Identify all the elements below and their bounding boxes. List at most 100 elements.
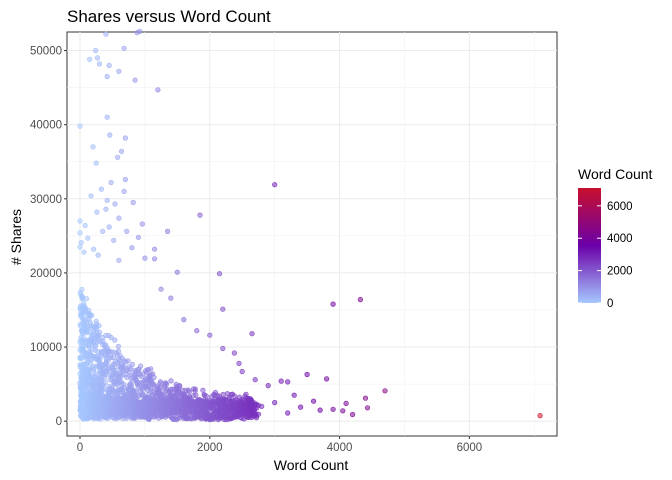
data-point (184, 415, 190, 421)
data-point (259, 403, 265, 409)
legend-tick-label: 6000 (607, 201, 633, 213)
data-point (154, 403, 160, 410)
data-point (104, 73, 110, 80)
data-point (116, 68, 122, 74)
y-tick-label: 50000 (30, 46, 62, 58)
data-point (84, 325, 91, 331)
data-point (285, 410, 291, 416)
data-point (227, 415, 234, 421)
data-point (145, 367, 151, 373)
data-point (114, 154, 121, 160)
data-point (236, 360, 242, 367)
data-point (152, 256, 158, 262)
data-point (93, 160, 99, 166)
data-point (116, 215, 122, 221)
data-point (199, 416, 205, 422)
data-point (206, 398, 212, 404)
data-point (130, 199, 136, 206)
data-point (77, 313, 84, 319)
data-point (265, 383, 271, 389)
data-point (77, 289, 83, 295)
data-point (162, 406, 168, 412)
data-point (111, 378, 117, 385)
data-point (147, 373, 153, 380)
data-point (311, 398, 317, 404)
data-point (203, 416, 209, 422)
y-tick-label: 30000 (30, 194, 62, 206)
data-point (227, 406, 233, 412)
data-point (94, 55, 101, 61)
data-point (196, 409, 203, 415)
data-point (357, 297, 364, 303)
data-point (127, 381, 133, 387)
data-point (78, 239, 84, 246)
data-point (330, 406, 336, 412)
data-point (158, 396, 164, 402)
data-point (123, 359, 129, 365)
data-point (141, 414, 147, 420)
data-point (95, 252, 101, 258)
data-point (206, 413, 212, 419)
data-point (252, 377, 258, 383)
data-point (100, 228, 106, 234)
data-point (96, 329, 103, 335)
data-point (174, 404, 180, 410)
data-point (87, 311, 93, 317)
data-point (168, 295, 174, 301)
data-point (81, 393, 87, 399)
data-point (86, 386, 92, 392)
data-point (180, 387, 186, 394)
data-point (85, 235, 91, 241)
data-point (186, 389, 192, 395)
data-point (298, 404, 304, 410)
data-point (131, 394, 137, 401)
legend-tick-label: 4000 (607, 233, 633, 245)
data-point (79, 400, 86, 406)
data-point (236, 401, 242, 407)
data-point (111, 237, 117, 243)
data-point (343, 400, 349, 407)
data-point (87, 413, 93, 419)
data-point (220, 306, 226, 312)
data-point (108, 335, 114, 341)
data-point (77, 123, 83, 129)
data-point (135, 384, 141, 390)
data-point (111, 389, 117, 395)
data-point (252, 402, 258, 408)
data-point (89, 364, 96, 370)
data-point (330, 301, 336, 307)
data-point (165, 399, 171, 405)
data-point (190, 393, 197, 399)
data-point (137, 28, 143, 34)
data-point (98, 362, 104, 368)
data-point (152, 246, 158, 252)
data-point (291, 392, 297, 398)
legend-colorbar (578, 188, 601, 303)
data-point (220, 412, 226, 418)
data-points (77, 28, 543, 423)
data-point (171, 416, 178, 422)
chart-title: Shares versus Word Count (67, 7, 271, 26)
data-point (216, 393, 222, 400)
data-point (113, 370, 119, 377)
data-point (90, 368, 96, 374)
data-point (128, 401, 134, 407)
data-point (251, 413, 257, 419)
data-point (156, 386, 162, 392)
data-point (249, 398, 255, 405)
data-point (135, 414, 141, 420)
data-point (115, 348, 122, 354)
data-point (159, 412, 165, 419)
data-point (173, 381, 179, 388)
data-point (350, 411, 356, 418)
data-point (134, 409, 140, 415)
data-point (114, 393, 121, 399)
data-point (94, 209, 100, 215)
x-tick-label: 2000 (197, 442, 223, 454)
data-point (97, 388, 104, 394)
data-point (129, 390, 135, 396)
data-point (123, 371, 129, 378)
data-point (107, 132, 113, 138)
data-point (103, 342, 109, 348)
data-point (117, 358, 123, 364)
